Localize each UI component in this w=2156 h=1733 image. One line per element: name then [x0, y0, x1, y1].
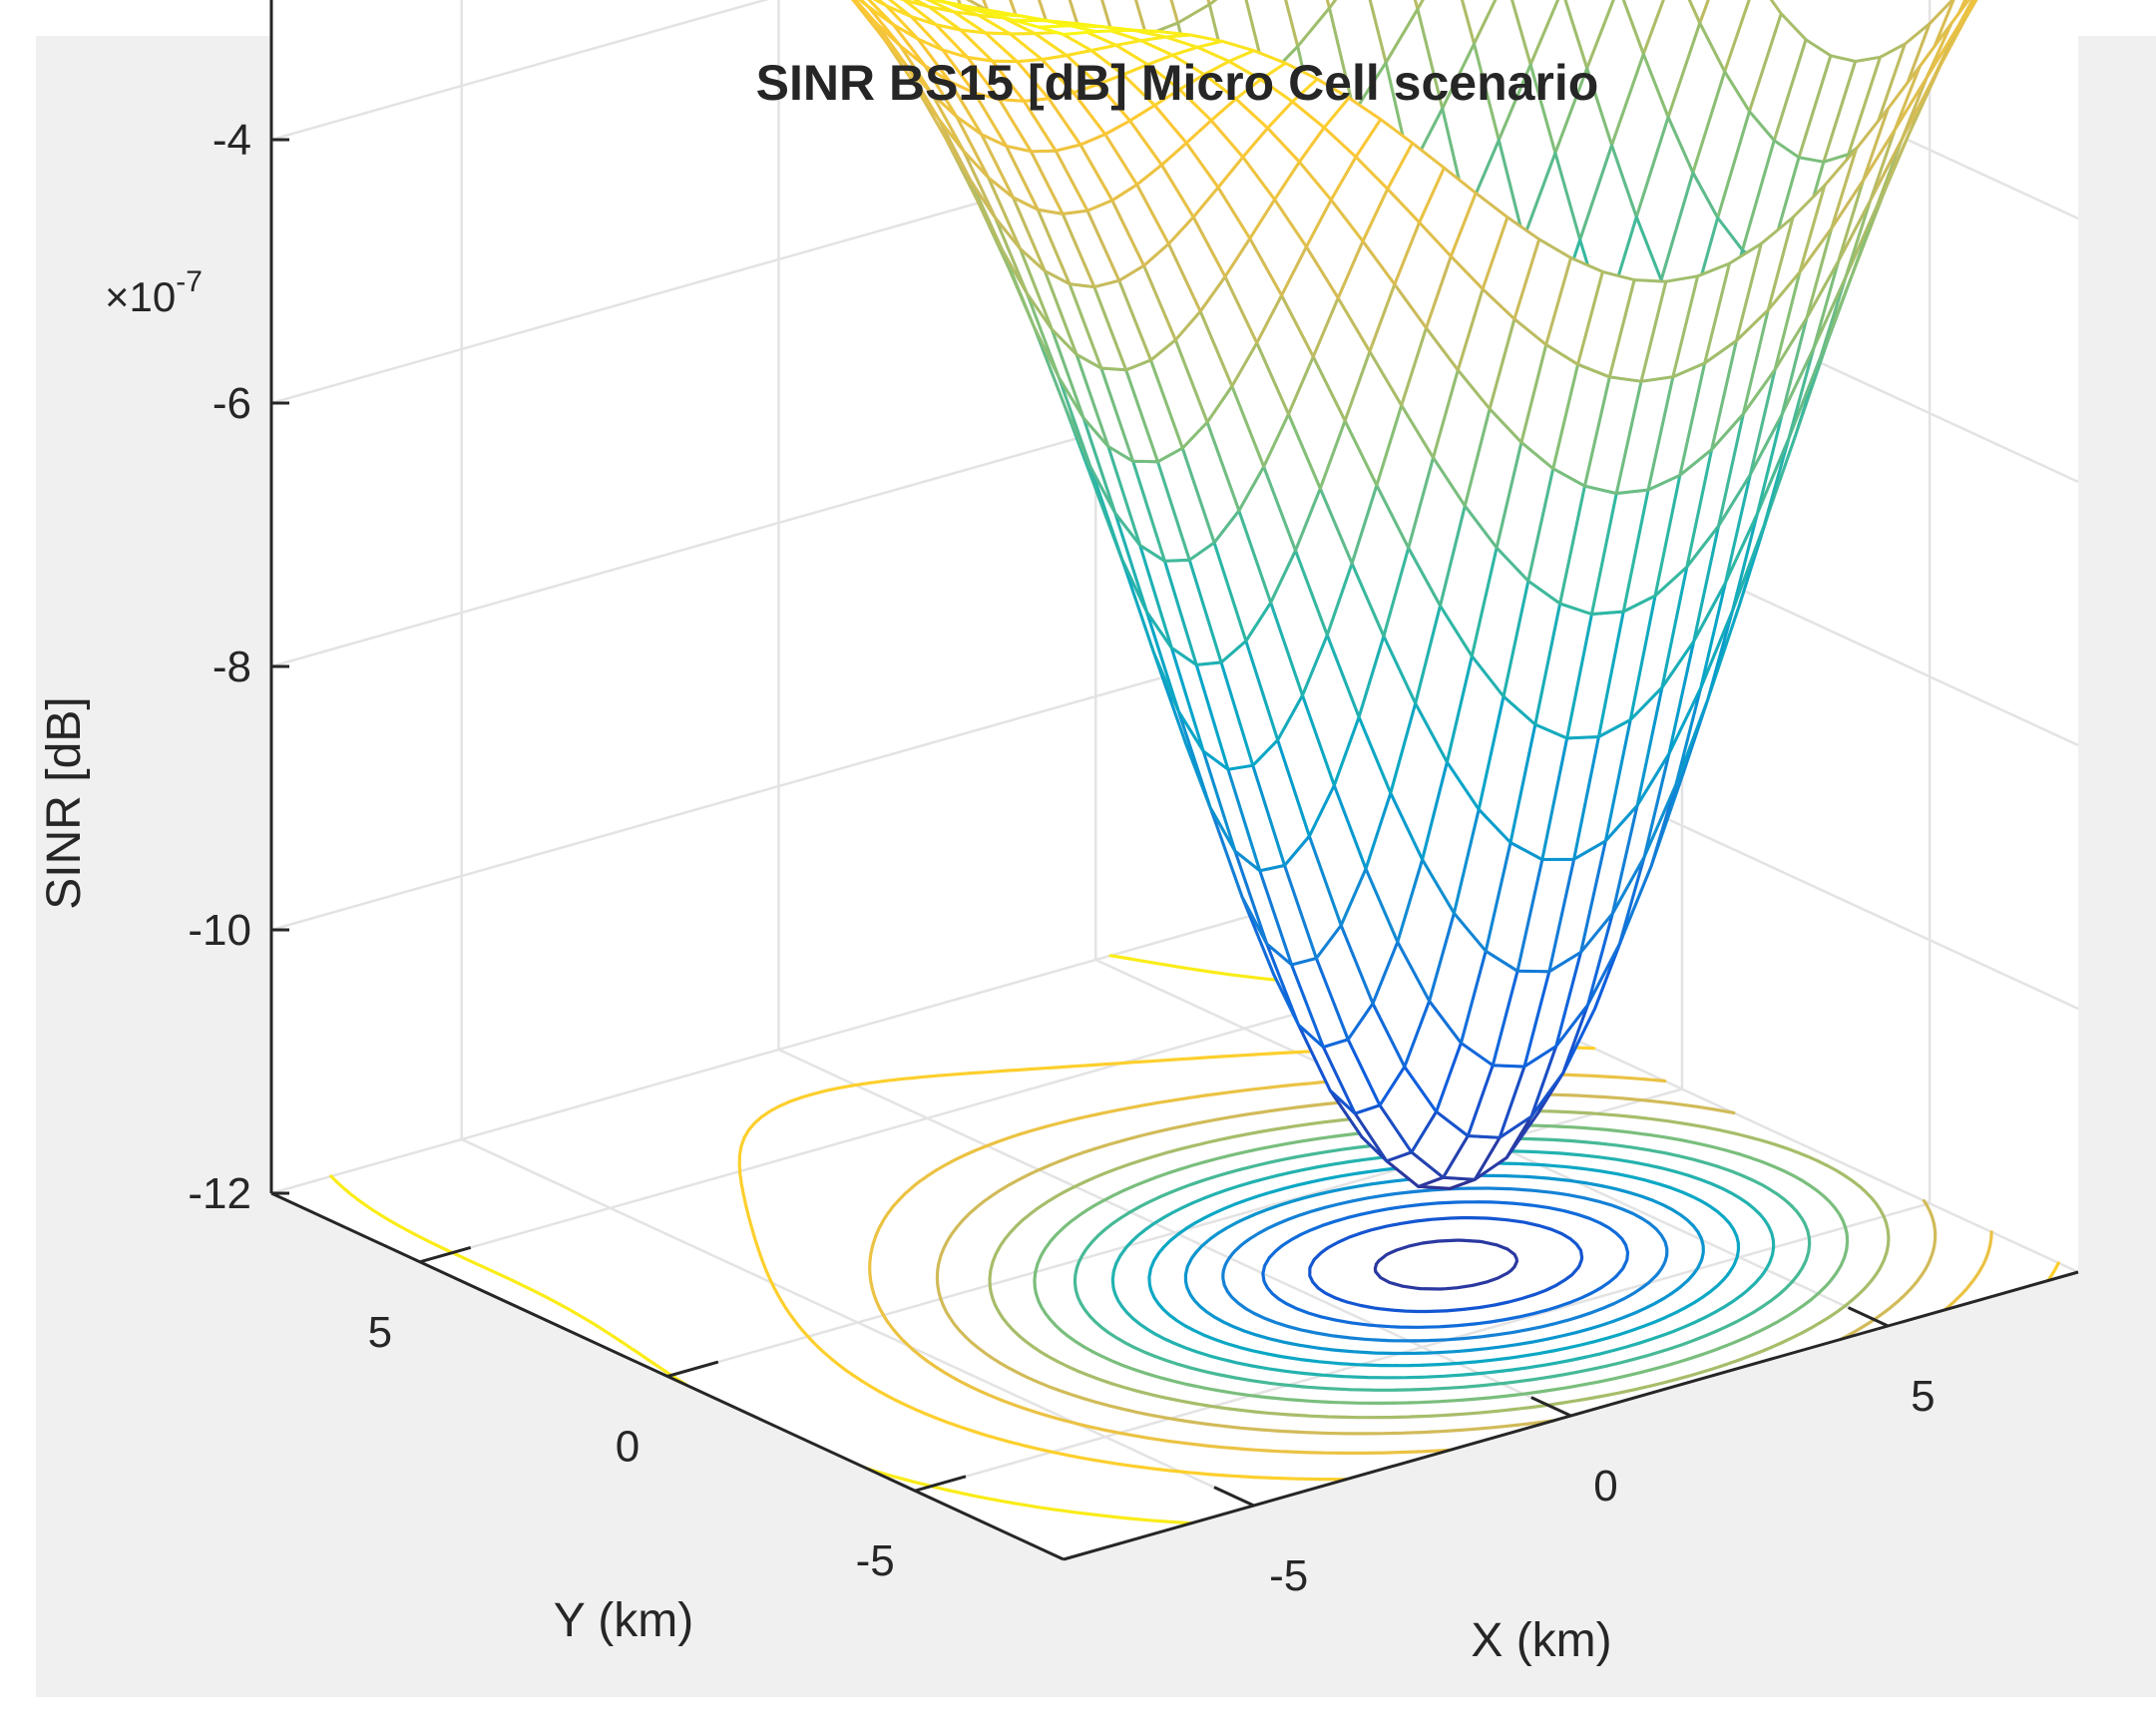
z-exponent-base: ×10	[105, 273, 176, 320]
y-tick-label: 5	[368, 1308, 392, 1357]
contour-line	[1308, 1216, 1584, 1314]
x-gridline	[1094, 0, 1889, 1328]
x-gridline	[777, 0, 1572, 1418]
z-tick-label: -8	[213, 643, 251, 691]
z-tick-label: -10	[188, 906, 251, 955]
contour-line	[1221, 1186, 1669, 1343]
z-axis-label: SINR [dB]	[38, 696, 91, 909]
chart-title: SINR BS15 [dB] Micro Cell scenario	[756, 55, 1599, 111]
contour-line	[988, 1108, 1891, 1420]
z-exponent-power: -7	[176, 265, 203, 298]
x-tick-label: 5	[1911, 1372, 1935, 1421]
z-tick-label: -4	[213, 116, 251, 165]
x-tick-label: 0	[1593, 1462, 1617, 1511]
x-tick-mark	[1530, 1396, 1572, 1418]
y-tick-mark	[914, 1475, 967, 1493]
x-gridline	[460, 0, 1255, 1508]
mesh-cell	[1037, 24, 1097, 36]
x-tick-label: -5	[1269, 1551, 1308, 1600]
mesh-cell	[1687, 0, 1710, 25]
y-axis-label: Y (km)	[554, 1594, 693, 1647]
y-tick-mark	[666, 1360, 719, 1378]
contour-line	[1261, 1200, 1630, 1329]
contour-line	[1373, 1238, 1519, 1291]
x-tick-mark	[1847, 1306, 1889, 1328]
mesh-cell	[872, 0, 888, 8]
y-tick-mark	[419, 1245, 472, 1264]
axes-layer: -12-10-8-6-4-2-505-505	[188, 0, 2079, 1600]
x-axis-label: X (km)	[1471, 1614, 1611, 1667]
mesh-layer	[851, 0, 1978, 1190]
z-exponent-label: ×10-7	[105, 265, 203, 320]
y-tick-label: 0	[616, 1423, 640, 1472]
contour-line	[1183, 1173, 1705, 1356]
z-tick-label: -12	[188, 1169, 251, 1218]
x-tick-mark	[1213, 1486, 1255, 1508]
z-tick-label: -6	[213, 379, 251, 428]
y-tick-label: -5	[856, 1536, 895, 1585]
